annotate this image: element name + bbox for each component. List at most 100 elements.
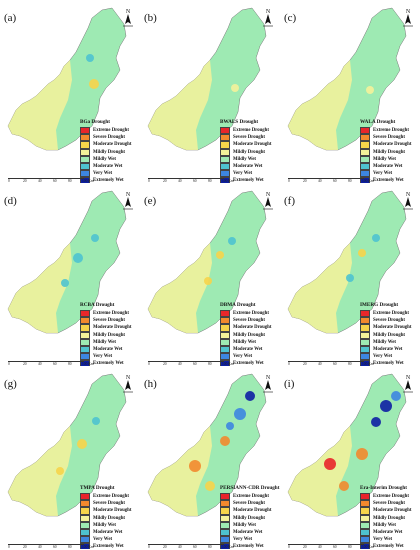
legend-label: Extreme Drought (93, 128, 129, 134)
legend-swatch (220, 528, 230, 537)
legend-item: Extreme Drought (80, 493, 138, 501)
north-arrow-icon: N (123, 375, 133, 393)
scale-label: 80 (348, 362, 352, 366)
scale-label: 0 (8, 545, 10, 549)
map-panel-5: (e) N DBMA Drought Extreme Drought Severe… (140, 183, 280, 366)
north-label: N (126, 192, 131, 198)
scale-label: 20 (23, 545, 27, 549)
legend-swatch (360, 543, 370, 549)
legend-swatch (220, 155, 230, 163)
legend-label: Mildly Wet (233, 522, 256, 528)
legend-swatch (360, 177, 370, 183)
legend-label: Extremely Wet (93, 361, 124, 366)
map-spot-4 (380, 400, 392, 412)
legend-swatch (80, 353, 90, 361)
legend-item: Extremely Wet (220, 543, 278, 549)
legend-swatch (360, 162, 370, 171)
legend-swatch (360, 493, 370, 501)
legend-swatch (80, 543, 90, 549)
legend-swatch (360, 127, 370, 135)
legend-item: Very Wet (80, 353, 138, 361)
pakistan-map (287, 373, 407, 517)
scale-bar: 0 20 40 60 80 100 Km (148, 178, 238, 183)
legend-swatch (360, 141, 370, 149)
legend-swatch (220, 141, 230, 149)
legend-label: Severe Drought (373, 501, 405, 507)
legend-label: Mildly Drought (93, 515, 126, 521)
map-panel-7: (g) N TMPA Drought Extreme Drought Severe… (0, 366, 140, 549)
legend-swatch (360, 310, 370, 318)
pakistan-map (147, 190, 267, 334)
scale-label: 60 (193, 362, 197, 366)
legend-title: DBMA Drought (220, 302, 256, 308)
legend-item: Mildly Wet (80, 521, 138, 529)
scale-label: 20 (23, 179, 27, 183)
legend-item: Mildly Wet (80, 338, 138, 346)
legend-label: Mildly Wet (93, 522, 116, 528)
legend-item: Severe Drought (360, 317, 418, 325)
legend-label: Moderate Drought (93, 142, 132, 148)
legend-swatch (360, 155, 370, 163)
scale-label: 80 (348, 545, 352, 549)
legend: WALA Drought Extreme Drought Severe Droug… (360, 119, 418, 183)
legend-swatch (80, 493, 90, 501)
legend-swatch (220, 331, 230, 339)
scale-label: 40 (38, 362, 42, 366)
scale-label: 40 (318, 179, 322, 183)
legend-item: Moderate Drought (80, 324, 138, 332)
map-spot-1 (366, 86, 374, 94)
map-spot-3 (92, 417, 100, 425)
legend-label: Mildly Drought (233, 515, 266, 521)
scale-label: 40 (318, 362, 322, 366)
legend-swatch (220, 127, 230, 135)
legend-label: Extremely Wet (93, 544, 124, 549)
legend-item: Extreme Drought (360, 493, 418, 501)
scale-bar: 0 20 40 60 80 100 Km (288, 544, 378, 549)
scale-bar: 0 20 40 60 80 100 Km (148, 544, 238, 549)
map-spot-3 (372, 234, 380, 242)
legend-swatch (360, 536, 370, 544)
legend-label: Mildly Wet (93, 339, 116, 345)
legend-item: Extreme Drought (80, 127, 138, 135)
legend-label: Extreme Drought (373, 128, 409, 134)
legend-swatch (220, 353, 230, 361)
legend-item: Mildly Drought (80, 331, 138, 339)
map-spot-2 (220, 436, 230, 446)
legend-item: Moderate Wet (360, 528, 418, 537)
legend-label: Severe Drought (93, 135, 125, 141)
legend-item: Extremely Wet (360, 543, 418, 549)
map-spot-3 (205, 481, 215, 491)
legend-title: Era-Interim Drought (360, 485, 408, 491)
legend-label: Mildly Drought (233, 149, 266, 155)
legend-label: Moderate Drought (93, 508, 132, 514)
legend-swatch (80, 507, 90, 515)
legend: IMERG Drought Extreme Drought Severe Drou… (360, 302, 418, 366)
north-label: N (266, 9, 271, 15)
legend-swatch (80, 134, 90, 142)
pakistan-map (147, 373, 267, 517)
legend-label: Extremely Wet (233, 178, 264, 183)
legend-label: Mildly Wet (93, 156, 116, 162)
scale-bar: 0 20 40 60 80 100 Km (148, 361, 238, 366)
north-arrow-icon: N (403, 9, 413, 27)
legend-item: Moderate Drought (220, 324, 278, 332)
pakistan-map (7, 190, 127, 334)
legend-item: Mildly Wet (360, 155, 418, 163)
legend-label: Moderate Wet (373, 164, 403, 170)
legend-swatch (360, 338, 370, 346)
legend-item: Moderate Drought (80, 507, 138, 515)
legend: DBMA Drought Extreme Drought Severe Droug… (220, 302, 278, 366)
scale-label: 40 (38, 179, 42, 183)
legend-label: Mildly Drought (373, 149, 406, 155)
scale-label: 100 Km (362, 545, 374, 549)
panel-label: (i) (284, 378, 295, 390)
legend-item: Mildly Wet (80, 155, 138, 163)
north-label: N (266, 375, 271, 381)
legend-swatch (80, 536, 90, 544)
legend: TMPA Drought Extreme Drought Severe Droug… (80, 485, 138, 549)
scale-bar: 0 20 40 60 80 100 Km (8, 178, 98, 183)
legend-item: Mildly Wet (220, 338, 278, 346)
legend-item: Moderate Wet (360, 162, 418, 171)
legend-label: Very Wet (233, 537, 253, 543)
legend-swatch (220, 507, 230, 515)
